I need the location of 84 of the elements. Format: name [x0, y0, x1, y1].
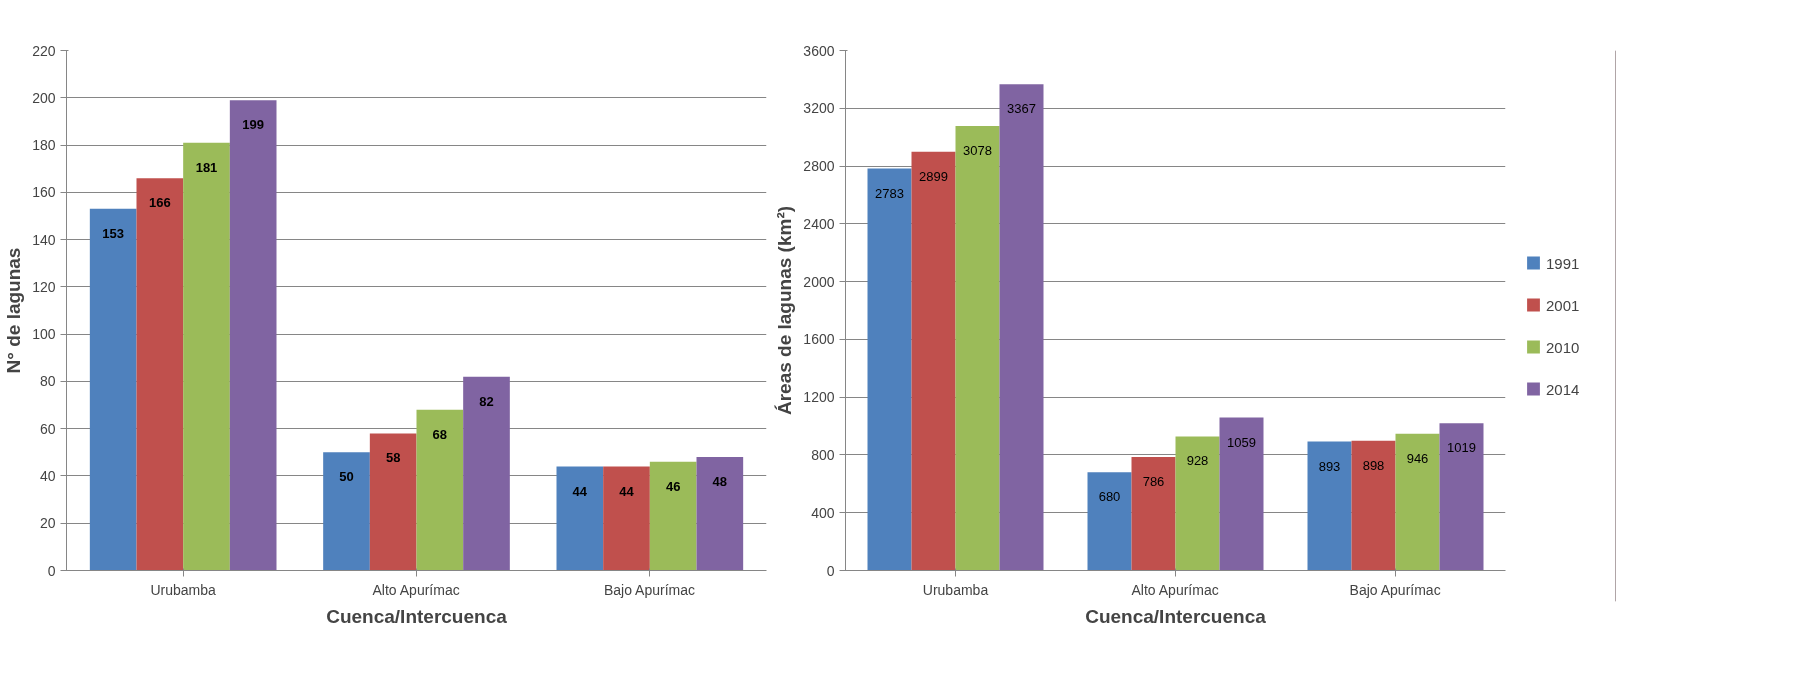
data-label: 82 — [479, 393, 494, 409]
legend-label: 2014 — [1546, 380, 1580, 397]
y-tick-label: 60 — [39, 420, 56, 437]
bar — [649, 461, 697, 571]
bar — [323, 452, 370, 571]
data-label: 893 — [1318, 458, 1341, 474]
y-tick-label: 140 — [32, 231, 56, 248]
y-tick-label: 100 — [32, 326, 56, 343]
data-label: 199 — [242, 117, 265, 133]
bar — [867, 168, 912, 571]
data-label: 58 — [385, 450, 401, 466]
data-label: 48 — [712, 474, 728, 490]
data-label: 3367 — [1007, 101, 1036, 117]
data-label: 166 — [148, 195, 171, 211]
x-axis-title: Cuenca/Intercuenca — [1085, 605, 1267, 627]
data-label: 50 — [339, 469, 354, 485]
data-label: 928 — [1186, 453, 1209, 469]
bar — [183, 142, 230, 571]
y-tick-label: 3600 — [803, 42, 835, 59]
x-tick-label: Urubamba — [150, 581, 217, 598]
bar — [955, 125, 1000, 571]
data-label: 1019 — [1447, 440, 1476, 456]
y-tick-label: 160 — [32, 184, 56, 201]
y-tick-label: 180 — [32, 137, 56, 154]
y-tick-label: 3200 — [803, 100, 835, 117]
y-tick-label: 400 — [811, 504, 835, 521]
y-tick-label: 20 — [39, 515, 56, 532]
bar — [603, 466, 650, 571]
bar — [1439, 423, 1484, 571]
bar — [1087, 472, 1132, 571]
bar — [999, 84, 1044, 571]
x-tick-label: Urubamba — [922, 581, 989, 598]
bar — [1307, 441, 1352, 571]
data-label: 181 — [195, 159, 218, 175]
y-tick-label: 0 — [47, 562, 56, 579]
data-label: 153 — [102, 225, 125, 241]
x-tick-label: Bajo Apurímac — [1349, 581, 1441, 598]
y-tick-label: 200 — [32, 89, 56, 106]
x-tick-label: Bajo Apurímac — [603, 581, 695, 598]
y-tick-label: 1200 — [803, 389, 835, 406]
data-label: 680 — [1098, 489, 1121, 505]
data-label: 2783 — [875, 185, 904, 201]
bar — [696, 457, 744, 571]
y-tick-label: 2400 — [803, 215, 835, 232]
data-label: 44 — [572, 483, 588, 499]
y-tick-label: 0 — [826, 562, 835, 579]
legend-label: 1991 — [1546, 254, 1580, 271]
bar — [1219, 417, 1264, 571]
bar — [89, 208, 137, 571]
data-label: 46 — [665, 478, 681, 494]
y-axis-title: Áreas de lagunas (km²) — [774, 205, 796, 416]
bar — [556, 466, 604, 571]
bar — [463, 376, 510, 571]
bar — [1395, 433, 1440, 571]
data-label: 68 — [432, 426, 448, 442]
x-tick-label: Alto Apurímac — [1131, 581, 1219, 598]
y-tick-label: 120 — [32, 278, 56, 295]
data-label: 1059 — [1227, 434, 1256, 450]
bar — [1131, 456, 1176, 571]
bar — [229, 100, 277, 571]
bar — [416, 409, 464, 571]
bar — [1351, 440, 1396, 571]
y-axis-title: N° de lagunas — [3, 247, 25, 374]
x-tick-label: Alto Apurímac — [372, 581, 460, 598]
legend-label: 2001 — [1546, 296, 1580, 313]
data-label: 946 — [1406, 450, 1429, 466]
y-tick-label: 220 — [32, 42, 56, 59]
data-label: 2899 — [919, 168, 948, 184]
y-tick-label: 800 — [811, 446, 835, 463]
y-tick-label: 1600 — [803, 331, 835, 348]
bar — [369, 433, 417, 571]
y-tick-label: 2000 — [803, 273, 835, 290]
bar — [1175, 436, 1220, 571]
y-tick-label: 2800 — [803, 158, 835, 175]
data-label: 898 — [1362, 457, 1385, 473]
y-tick-label: 40 — [39, 467, 56, 484]
bar — [136, 178, 184, 571]
legend-label: 2010 — [1546, 338, 1580, 355]
data-label: 3078 — [963, 142, 992, 158]
data-label: 44 — [619, 483, 635, 499]
data-label: 786 — [1142, 473, 1165, 489]
y-tick-label: 80 — [39, 373, 56, 390]
bar — [911, 151, 956, 571]
x-axis-title: Cuenca/Intercuenca — [326, 605, 508, 627]
